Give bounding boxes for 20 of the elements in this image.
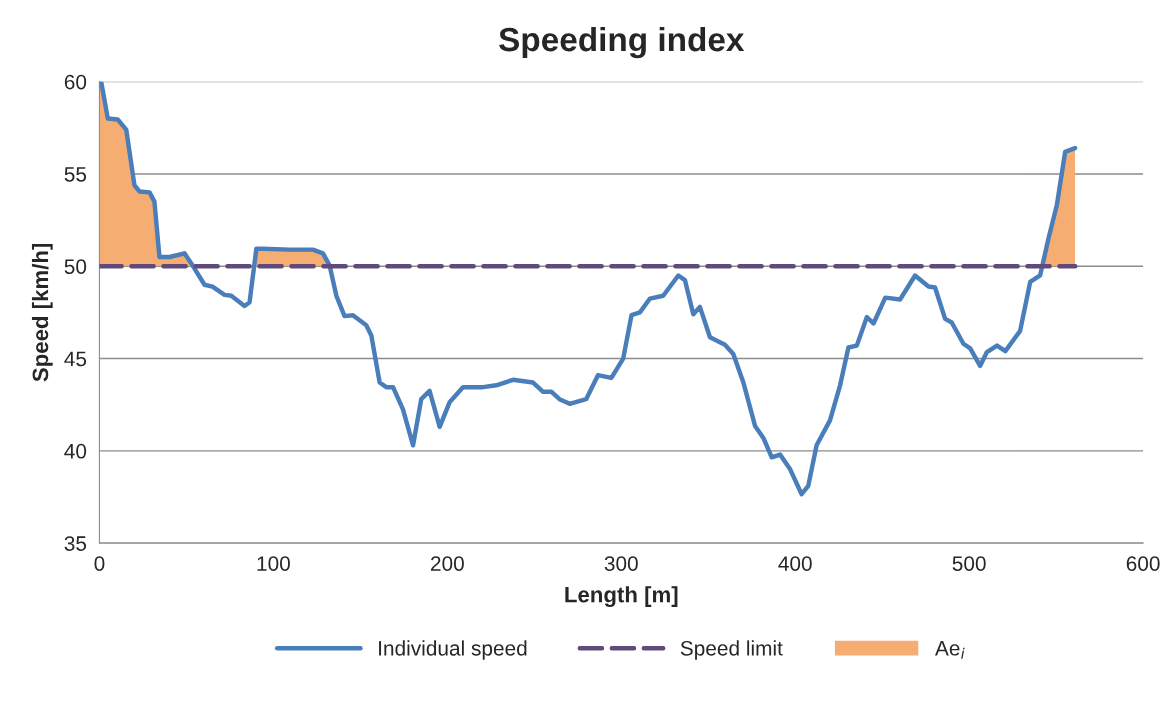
y-tick-label: 60 (64, 74, 87, 90)
x-tick-label: 0 (94, 556, 105, 571)
x-tick-label: 300 (604, 556, 638, 571)
x-tick-label: 100 (257, 556, 290, 571)
y-tick-label: 40 (64, 443, 87, 459)
y-tick-label: 35 (64, 536, 87, 551)
x-axis-title: Length [m] (565, 586, 678, 607)
x-tick-label: 500 (952, 556, 986, 571)
legend-label: Individual speed (379, 640, 527, 660)
y-tick-label: 55 (64, 167, 87, 182)
x-tick-label: 600 (1126, 556, 1160, 571)
y-tick-label: 45 (64, 351, 87, 367)
line-series (99, 81, 1078, 497)
legend-label: Ae$_{i}$ (935, 641, 965, 659)
chart-title: Speeding index (499, 26, 745, 59)
legend-label: Speed limit (680, 640, 783, 660)
y-axis-title: Speed [km/h] (31, 243, 53, 382)
x-tick-label: 400 (778, 556, 812, 571)
x-tick-label: 200 (431, 556, 464, 571)
y-tick-label: 50 (64, 259, 87, 274)
